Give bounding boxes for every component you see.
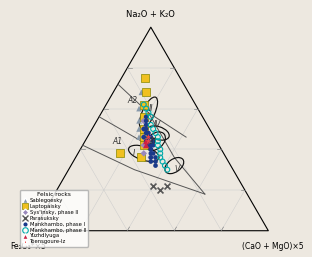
Point (148, 147, 153, 151)
Point (148, 155, 153, 160)
Point (148, 160, 153, 164)
Point (146, 143, 151, 147)
Point (151, 151, 156, 155)
Point (146, 111, 151, 115)
Point (144, 90, 149, 94)
Point (141, 127, 146, 131)
Point (146, 139, 151, 143)
Point (148, 135, 153, 139)
Point (148, 155, 153, 160)
Point (165, 168, 170, 172)
Point (141, 119, 146, 123)
Point (158, 147, 163, 151)
Text: I: I (133, 149, 135, 158)
Point (158, 155, 163, 160)
Point (144, 115, 149, 119)
Point (151, 143, 156, 147)
Point (155, 139, 160, 143)
Point (137, 107, 142, 111)
Point (141, 135, 146, 139)
Legend: Sablegoesky, Laptopaisky, Sys'insky, phase II, Parasuksky, Mankhambo, phase I, M: Sablegoesky, Laptopaisky, Sys'insky, pha… (20, 190, 88, 246)
Text: A1: A1 (113, 137, 123, 146)
Point (158, 151, 163, 155)
Point (148, 147, 153, 151)
Point (137, 127, 142, 131)
Point (144, 131, 149, 135)
Text: A2: A2 (127, 96, 137, 105)
Point (155, 143, 160, 147)
Point (141, 135, 146, 139)
Point (165, 184, 170, 188)
Point (155, 135, 160, 139)
Point (144, 143, 149, 147)
Point (144, 107, 149, 111)
Text: Fe₂O₃*×5: Fe₂O₃*×5 (11, 242, 46, 251)
Point (141, 143, 146, 147)
Point (141, 143, 146, 147)
Point (144, 139, 149, 143)
Point (151, 139, 156, 143)
Point (160, 160, 165, 164)
Point (143, 76, 148, 80)
Point (141, 143, 146, 147)
Text: (CaO + MgO)×5: (CaO + MgO)×5 (242, 242, 304, 251)
Point (137, 135, 142, 139)
Point (144, 139, 149, 143)
Point (158, 188, 163, 192)
Point (146, 135, 151, 139)
Text: Na₂O + K₂O: Na₂O + K₂O (126, 10, 175, 19)
Point (141, 151, 146, 155)
Point (151, 127, 156, 131)
Point (146, 135, 151, 139)
Text: V: V (174, 165, 179, 174)
Point (148, 123, 153, 127)
Point (148, 151, 153, 155)
Point (139, 90, 144, 94)
Point (141, 127, 146, 131)
Point (153, 155, 158, 160)
Point (144, 127, 149, 131)
Point (118, 151, 123, 155)
Point (146, 131, 151, 135)
Point (144, 119, 149, 123)
Point (151, 184, 156, 188)
Point (139, 155, 144, 160)
Point (146, 139, 151, 143)
Point (148, 115, 153, 119)
Point (141, 135, 146, 139)
Point (153, 131, 158, 135)
Point (141, 127, 146, 131)
Text: III: III (150, 137, 157, 146)
Text: IV: IV (154, 120, 162, 129)
Point (144, 123, 149, 127)
Point (163, 163, 168, 168)
Point (148, 143, 153, 147)
Text: II: II (149, 104, 153, 113)
Point (137, 119, 142, 123)
Point (153, 160, 158, 164)
Point (153, 163, 158, 168)
Point (141, 115, 146, 119)
Point (141, 103, 146, 107)
Point (141, 103, 146, 107)
